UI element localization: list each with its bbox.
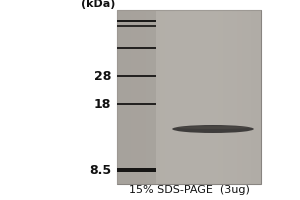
Bar xyxy=(117,10,156,184)
Bar xyxy=(117,168,156,172)
Bar xyxy=(146,10,151,184)
Bar xyxy=(242,10,247,184)
Bar xyxy=(184,10,189,184)
Bar xyxy=(165,10,170,184)
Bar xyxy=(175,10,179,184)
Bar xyxy=(189,10,194,184)
Ellipse shape xyxy=(172,125,254,133)
Bar xyxy=(151,10,155,184)
Text: 28: 28 xyxy=(94,70,111,82)
Ellipse shape xyxy=(177,126,249,129)
Bar xyxy=(117,103,156,105)
Bar xyxy=(227,10,232,184)
Bar xyxy=(218,10,223,184)
Bar xyxy=(232,10,237,184)
Text: 15% SDS-PAGE  (3ug): 15% SDS-PAGE (3ug) xyxy=(129,185,249,195)
Bar xyxy=(141,10,146,184)
Bar xyxy=(117,10,122,184)
Bar xyxy=(170,10,175,184)
Bar xyxy=(203,10,208,184)
Bar xyxy=(213,10,218,184)
Bar xyxy=(117,47,156,49)
Bar xyxy=(199,10,203,184)
Bar xyxy=(127,10,131,184)
Bar xyxy=(223,10,227,184)
Text: 8.5: 8.5 xyxy=(89,164,111,176)
Bar xyxy=(117,10,261,184)
Bar xyxy=(117,75,156,77)
Text: (kDa): (kDa) xyxy=(81,0,116,9)
Bar xyxy=(117,25,156,27)
Bar xyxy=(194,10,199,184)
Bar xyxy=(237,10,242,184)
Bar xyxy=(179,10,184,184)
Bar xyxy=(131,10,136,184)
Bar xyxy=(208,10,213,184)
Text: 18: 18 xyxy=(94,98,111,110)
Bar xyxy=(155,10,160,184)
Bar xyxy=(247,10,251,184)
Bar xyxy=(136,10,141,184)
Bar xyxy=(256,10,261,184)
Bar xyxy=(251,10,256,184)
Bar xyxy=(122,10,127,184)
Bar xyxy=(117,20,156,22)
Bar xyxy=(160,10,165,184)
